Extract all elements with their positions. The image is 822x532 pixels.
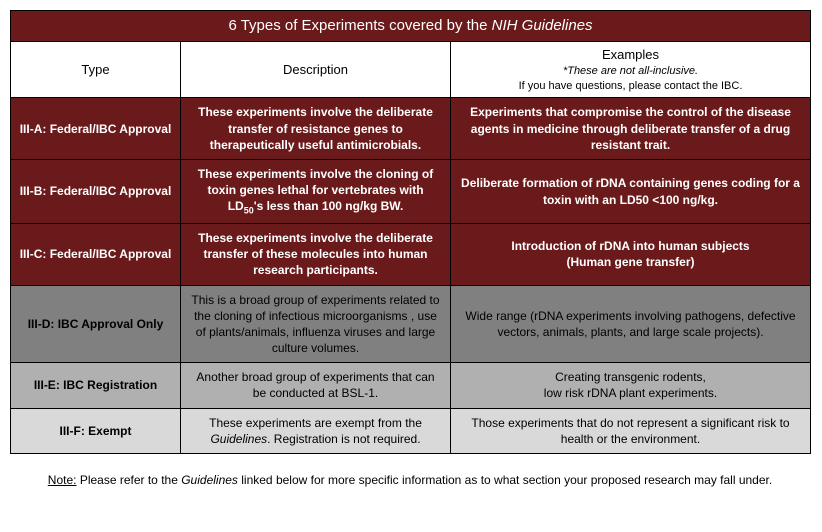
- type-code: III-C: [20, 247, 43, 261]
- type-code: III-E: [34, 378, 56, 392]
- examples-line1: Introduction of rDNA into human subjects: [511, 239, 749, 253]
- examples-line2: (Human gene transfer): [566, 255, 694, 269]
- type-code: III-D: [28, 317, 51, 331]
- table-row: III-C: Federal/IBC Approval These experi…: [11, 223, 811, 285]
- type-code: III-B: [20, 184, 43, 198]
- header-type: Type: [11, 42, 181, 98]
- header-examples-label: Examples: [602, 47, 659, 62]
- type-label: : Federal/IBC Approval: [42, 122, 171, 136]
- examples-cell: Introduction of rDNA into human subjects…: [451, 223, 811, 285]
- desc-italic: Guidelines: [210, 432, 267, 446]
- description-cell: Another broad group of experiments that …: [181, 363, 451, 408]
- examples-line1: Creating transgenic rodents,: [555, 370, 706, 384]
- examples-line2: low risk rDNA plant experiments.: [544, 386, 717, 400]
- footnote-before: Please refer to the: [76, 473, 181, 487]
- description-cell: These experiments are exempt from the Gu…: [181, 408, 451, 453]
- header-examples: Examples *These are not all-inclusive. I…: [451, 42, 811, 98]
- title-italic: NIH Guidelines: [492, 17, 593, 34]
- table-row: III-B: Federal/IBC Approval These experi…: [11, 160, 811, 224]
- header-examples-sub1: *These are not all-inclusive.: [457, 64, 804, 79]
- type-cell: III-B: Federal/IBC Approval: [11, 160, 181, 224]
- header-row: Type Description Examples *These are not…: [11, 42, 811, 98]
- type-cell: III-C: Federal/IBC Approval: [11, 223, 181, 285]
- header-description: Description: [181, 42, 451, 98]
- type-code: III-F: [59, 424, 80, 438]
- type-cell: III-A: Federal/IBC Approval: [11, 98, 181, 160]
- type-label: : Federal/IBC Approval: [42, 184, 171, 198]
- examples-cell: Creating transgenic rodents, low risk rD…: [451, 363, 811, 408]
- title-row: 6 Types of Experiments covered by the NI…: [11, 11, 811, 42]
- desc-after: . Registration is not required.: [267, 432, 420, 446]
- footnote-italic: Guidelines: [181, 473, 238, 487]
- type-label: : Federal/IBC Approval: [42, 247, 171, 261]
- desc-sub: 50: [244, 206, 254, 216]
- title-prefix: 6 Types of Experiments covered by the: [228, 17, 491, 34]
- type-label: : IBC Registration: [56, 378, 157, 392]
- table-row: III-D: IBC Approval Only This is a broad…: [11, 285, 811, 363]
- type-label: : IBC Approval Only: [50, 317, 163, 331]
- guidelines-table: 6 Types of Experiments covered by the NI…: [10, 10, 811, 454]
- description-cell: These experiments involve the cloning of…: [181, 160, 451, 224]
- examples-cell: Those experiments that do not represent …: [451, 408, 811, 453]
- type-cell: III-F: Exempt: [11, 408, 181, 453]
- footnote-label: Note:: [48, 473, 77, 487]
- type-code: III-A: [20, 122, 43, 136]
- type-cell: III-D: IBC Approval Only: [11, 285, 181, 363]
- footnote-after: linked below for more specific informati…: [238, 473, 772, 487]
- description-cell: These experiments involve the deliberate…: [181, 98, 451, 160]
- footnote: Note: Please refer to the Guidelines lin…: [10, 472, 810, 489]
- type-label: : Exempt: [81, 424, 132, 438]
- examples-cell: Wide range (rDNA experiments involving p…: [451, 285, 811, 363]
- desc-after: 's less than 100 ng/kg BW.: [254, 199, 404, 213]
- table-row: III-E: IBC Registration Another broad gr…: [11, 363, 811, 408]
- table-row: III-A: Federal/IBC Approval These experi…: [11, 98, 811, 160]
- examples-cell: Experiments that compromise the control …: [451, 98, 811, 160]
- table-title: 6 Types of Experiments covered by the NI…: [11, 11, 811, 42]
- table-row: III-F: Exempt These experiments are exem…: [11, 408, 811, 453]
- header-examples-sub2: If you have questions, please contact th…: [457, 79, 804, 94]
- description-cell: These experiments involve the deliberate…: [181, 223, 451, 285]
- type-cell: III-E: IBC Registration: [11, 363, 181, 408]
- desc-before: These experiments are exempt from the: [209, 416, 422, 430]
- description-cell: This is a broad group of experiments rel…: [181, 285, 451, 363]
- examples-cell: Deliberate formation of rDNA containing …: [451, 160, 811, 224]
